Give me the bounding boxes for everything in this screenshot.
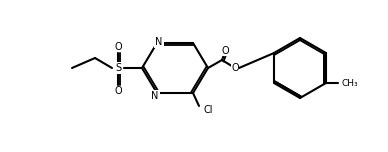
- Text: Cl: Cl: [203, 105, 213, 115]
- Text: N: N: [151, 91, 159, 101]
- Text: O: O: [114, 86, 122, 96]
- Text: O: O: [231, 63, 239, 73]
- Text: O: O: [221, 46, 229, 56]
- Text: O: O: [114, 42, 122, 52]
- Text: S: S: [115, 63, 121, 73]
- Text: CH₃: CH₃: [342, 78, 359, 88]
- Text: N: N: [155, 37, 163, 47]
